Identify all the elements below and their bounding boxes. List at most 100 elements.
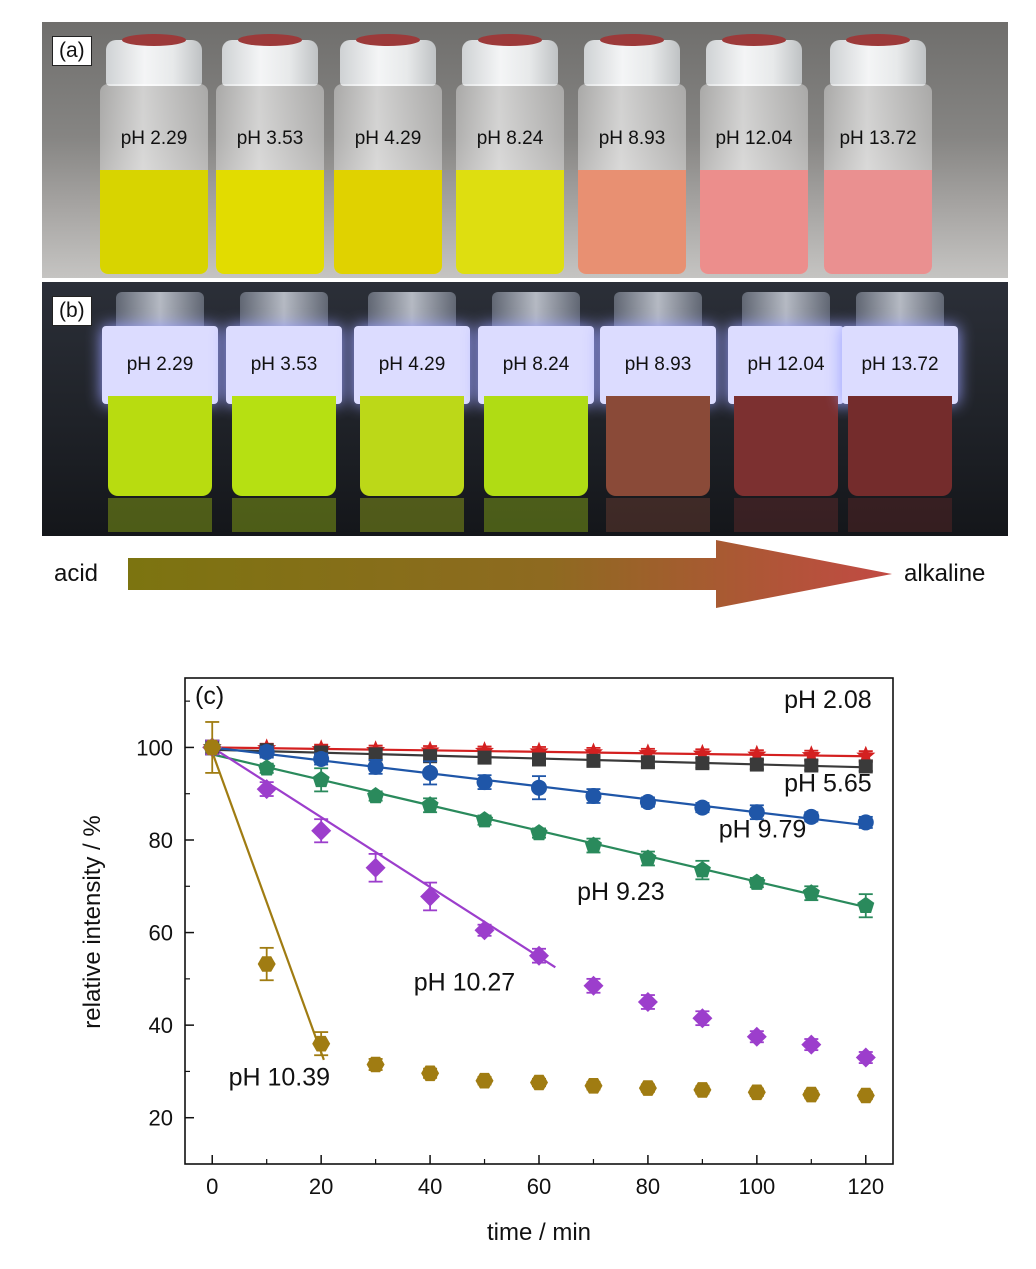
vial-label: pH 8.24 — [502, 354, 570, 375]
series-annotation: pH 10.27 — [414, 968, 515, 996]
data-point — [640, 755, 655, 770]
data-point — [804, 758, 819, 773]
vial-cap — [830, 34, 926, 86]
vial-glass — [578, 84, 686, 274]
vial-label: pH 3.53 — [250, 354, 318, 375]
series-annotation: pH 9.79 — [719, 816, 807, 844]
data-point — [365, 857, 386, 878]
data-point — [532, 752, 546, 767]
vial-cap — [584, 34, 680, 86]
panel-c-label: (c) — [195, 682, 224, 710]
vial-liquid — [108, 396, 212, 496]
data-point — [257, 956, 276, 972]
vial-label: pH 3.53 — [236, 128, 304, 149]
vial-uv-band — [102, 326, 218, 404]
data-point — [585, 788, 602, 805]
data-point — [477, 750, 492, 765]
data-point — [531, 779, 547, 796]
data-point — [803, 808, 820, 825]
vial-liquid — [216, 170, 324, 274]
data-point — [203, 739, 222, 756]
vial-reflection — [734, 498, 838, 532]
data-point — [637, 992, 658, 1012]
data-point — [693, 1082, 712, 1098]
photo-panel-b: pH 2.29 pH 3.53 pH 4.29 pH 8.24 pH 8.93 pH 12… — [42, 282, 1008, 536]
x-axis-title: time / min — [487, 1219, 591, 1246]
data-points — [202, 721, 876, 1104]
data-point — [312, 1035, 331, 1052]
vial-liquid — [334, 170, 442, 274]
vial-uv: pH 8.24 — [478, 292, 594, 532]
vial-uv-band — [600, 326, 716, 404]
vial-glass — [824, 84, 932, 274]
data-point — [584, 1078, 603, 1094]
data-point — [474, 920, 495, 941]
data-point — [313, 751, 330, 767]
data-point — [694, 799, 711, 816]
vial-glass — [456, 84, 564, 274]
vial-liquid — [848, 396, 952, 496]
vial-glass — [100, 84, 208, 274]
photo-panel-a: pH 2.29 pH 3.53 pH 4.29 pH 8.24 pH 8.93 pH 12… — [42, 22, 1008, 278]
vial-uv-band — [728, 326, 844, 404]
series-annotation: pH 2.08 — [784, 686, 872, 714]
data-point — [801, 1034, 822, 1055]
data-point — [311, 820, 332, 841]
vial-cap — [222, 34, 318, 86]
vial-liquid — [484, 396, 588, 496]
data-point — [639, 849, 657, 866]
vial-cap — [462, 34, 558, 86]
data-point — [530, 824, 548, 841]
vial-daylight: pH 3.53 — [216, 34, 324, 276]
vial-liquid — [232, 396, 336, 496]
panel-a-label: (a) — [52, 36, 92, 66]
x-tick-label: 80 — [636, 1174, 660, 1199]
data-point — [856, 745, 876, 764]
vial-uv: pH 3.53 — [226, 292, 342, 532]
panel-b-label: (b) — [52, 296, 92, 326]
data-point — [586, 753, 601, 768]
x-tick-label: 120 — [847, 1174, 884, 1199]
vial-uv-band — [842, 326, 958, 404]
data-point — [747, 744, 767, 763]
vial-glass — [216, 84, 324, 274]
vial-uv: pH 13.72 — [842, 292, 958, 532]
vial-daylight: pH 4.29 — [334, 34, 442, 276]
data-point — [529, 945, 549, 966]
vial-label: pH 13.72 — [839, 128, 917, 149]
data-point — [258, 759, 276, 776]
data-point — [856, 1087, 875, 1104]
data-point — [420, 886, 441, 907]
vial-reflection — [232, 498, 336, 532]
data-point — [530, 1074, 548, 1091]
vial-reflection — [360, 498, 464, 532]
data-point — [367, 758, 384, 775]
data-point — [475, 1072, 494, 1089]
vial-liquid — [700, 170, 808, 274]
axis-ticks: 0 20 40 60 80 100 120 20 40 60 80 100 — [136, 700, 884, 1199]
data-point — [748, 873, 766, 890]
vial-label: pH 12.04 — [715, 128, 793, 149]
data-point — [312, 770, 330, 788]
vial-label: pH 4.29 — [354, 128, 422, 149]
x-tick-label: 40 — [418, 1174, 442, 1199]
vial-daylight: pH 2.29 — [100, 34, 208, 276]
series-labels: pH 2.08 pH 5.65 pH 9.79 pH 9.23 pH 10.27 pH 1… — [229, 686, 872, 1091]
vial-uv-band — [478, 326, 594, 404]
y-tick-label: 20 — [149, 1106, 173, 1131]
data-point — [857, 896, 875, 913]
vial-liquid — [360, 396, 464, 496]
data-point — [749, 757, 764, 772]
vial-daylight: pH 8.24 — [456, 34, 564, 276]
vial-uv-band — [226, 326, 342, 404]
vial-label: pH 12.04 — [747, 354, 825, 375]
fit-line — [211, 746, 556, 969]
alkaline-label: alkaline — [904, 560, 986, 587]
data-point — [692, 1008, 713, 1029]
data-point — [695, 756, 710, 771]
vial-cap — [340, 34, 436, 86]
vial-daylight: pH 13.72 — [824, 34, 932, 276]
y-axis-title: relative intensity / % — [79, 815, 106, 1028]
data-point — [422, 764, 439, 781]
